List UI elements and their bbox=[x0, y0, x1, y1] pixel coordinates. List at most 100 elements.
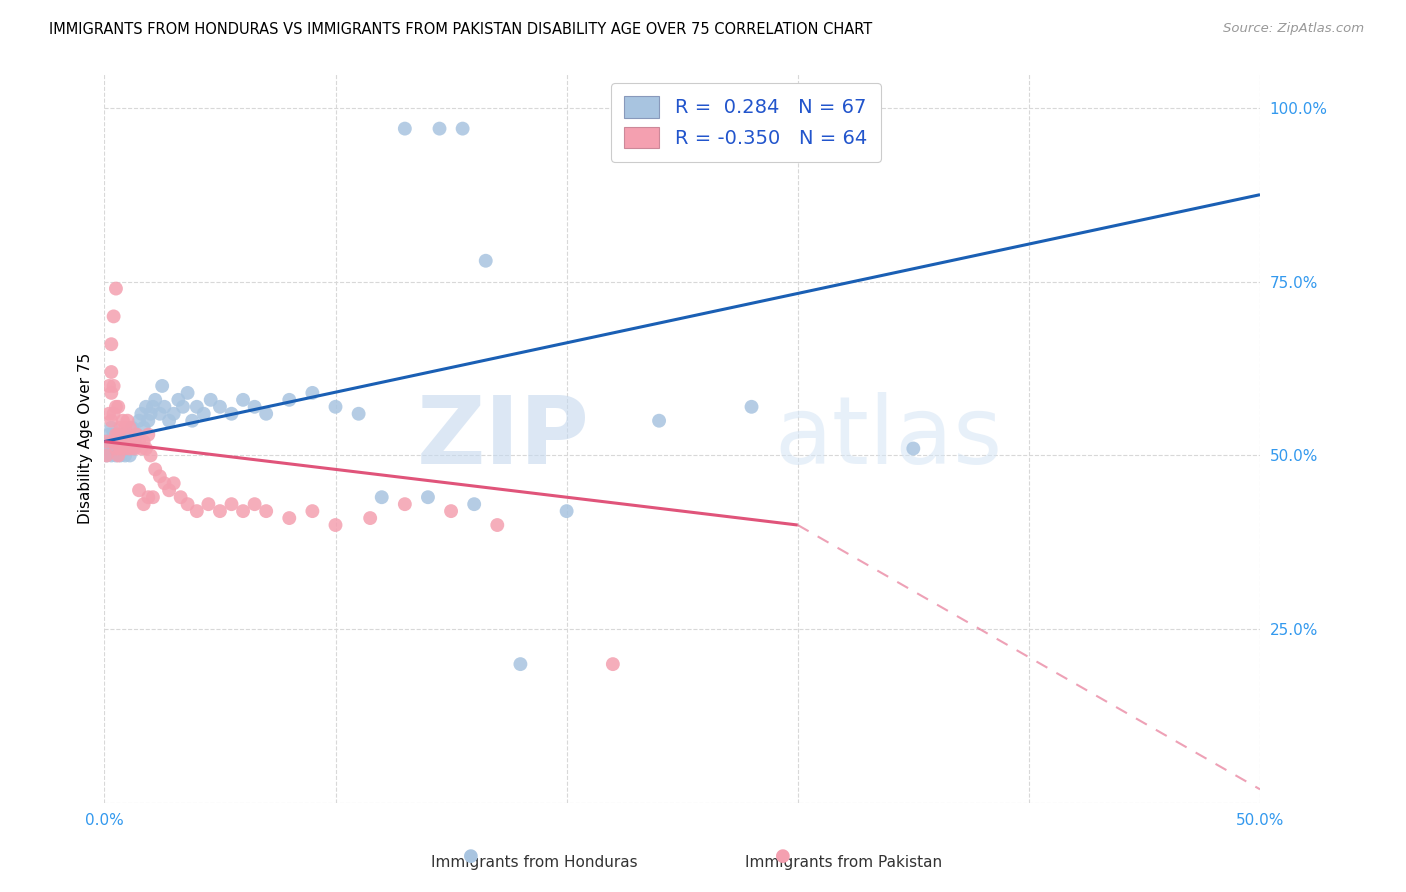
Point bbox=[107, 442, 129, 456]
Point bbox=[221, 407, 243, 421]
Point bbox=[429, 121, 451, 136]
Point bbox=[157, 414, 180, 428]
Point bbox=[371, 490, 394, 504]
Point bbox=[208, 400, 231, 414]
Point bbox=[149, 407, 172, 421]
Point bbox=[143, 462, 166, 476]
Point bbox=[555, 504, 578, 518]
Point bbox=[128, 434, 150, 449]
Point bbox=[107, 400, 129, 414]
Point bbox=[98, 379, 121, 393]
Point bbox=[451, 121, 474, 136]
Text: atlas: atlas bbox=[775, 392, 1002, 484]
Point bbox=[110, 420, 132, 434]
Point bbox=[117, 414, 139, 428]
Point bbox=[125, 427, 148, 442]
Point bbox=[100, 337, 122, 351]
Y-axis label: Disability Age Over 75: Disability Age Over 75 bbox=[79, 352, 93, 524]
Point bbox=[111, 442, 134, 456]
Text: Immigrants from Pakistan: Immigrants from Pakistan bbox=[745, 855, 942, 870]
Point bbox=[440, 504, 463, 518]
Point bbox=[111, 427, 134, 442]
Point bbox=[149, 469, 172, 483]
Point bbox=[103, 442, 125, 456]
Point bbox=[232, 504, 254, 518]
Text: Source: ZipAtlas.com: Source: ZipAtlas.com bbox=[1223, 22, 1364, 36]
Point bbox=[143, 392, 166, 407]
Point bbox=[118, 420, 141, 434]
Point bbox=[132, 434, 155, 449]
Point bbox=[104, 282, 127, 296]
Point bbox=[394, 497, 416, 511]
Point bbox=[117, 427, 139, 442]
Text: ZIP: ZIP bbox=[416, 392, 589, 484]
Point bbox=[110, 449, 132, 463]
Point bbox=[359, 511, 381, 525]
Point bbox=[648, 414, 671, 428]
Legend: R =  0.284   N = 67, R = -0.350   N = 64: R = 0.284 N = 67, R = -0.350 N = 64 bbox=[610, 83, 880, 162]
Point bbox=[104, 400, 127, 414]
Point bbox=[243, 497, 266, 511]
Point bbox=[142, 490, 165, 504]
Point bbox=[100, 385, 122, 400]
Point bbox=[157, 483, 180, 498]
Point bbox=[114, 449, 136, 463]
Point bbox=[176, 385, 198, 400]
Point bbox=[118, 449, 141, 463]
Point bbox=[110, 442, 132, 456]
Point bbox=[474, 253, 496, 268]
Point bbox=[416, 490, 439, 504]
Point bbox=[125, 427, 148, 442]
Point bbox=[186, 400, 208, 414]
Point bbox=[117, 442, 139, 456]
Point bbox=[104, 442, 127, 456]
Point bbox=[104, 434, 127, 449]
Point bbox=[135, 400, 157, 414]
Point bbox=[114, 420, 136, 434]
Point bbox=[278, 511, 301, 525]
Point bbox=[153, 400, 176, 414]
Point bbox=[243, 400, 266, 414]
Point bbox=[135, 442, 157, 456]
Point bbox=[200, 392, 222, 407]
Point bbox=[347, 407, 370, 421]
Point bbox=[208, 504, 231, 518]
Point bbox=[128, 414, 150, 428]
Point bbox=[169, 490, 191, 504]
Point bbox=[142, 400, 165, 414]
Point bbox=[110, 434, 132, 449]
Point bbox=[104, 427, 127, 442]
Point bbox=[98, 427, 121, 442]
Point bbox=[163, 476, 186, 491]
Point bbox=[132, 497, 155, 511]
Point bbox=[100, 449, 122, 463]
Point bbox=[254, 504, 277, 518]
Point bbox=[325, 518, 347, 533]
Point bbox=[131, 442, 153, 456]
Point bbox=[132, 420, 155, 434]
Point bbox=[96, 434, 118, 449]
Point bbox=[104, 449, 127, 463]
Point bbox=[136, 427, 159, 442]
Point bbox=[107, 427, 129, 442]
Point bbox=[741, 400, 763, 414]
Point bbox=[193, 407, 215, 421]
Point bbox=[394, 121, 416, 136]
Text: ●: ● bbox=[775, 847, 792, 865]
Point bbox=[100, 365, 122, 379]
Point bbox=[232, 392, 254, 407]
Point bbox=[186, 504, 208, 518]
Point bbox=[176, 497, 198, 511]
Point bbox=[114, 434, 136, 449]
Point bbox=[136, 490, 159, 504]
Point bbox=[111, 434, 134, 449]
Point bbox=[167, 392, 190, 407]
Point bbox=[139, 449, 162, 463]
Point bbox=[117, 434, 139, 449]
Point bbox=[221, 497, 243, 511]
Point bbox=[98, 442, 121, 456]
Text: IMMIGRANTS FROM HONDURAS VS IMMIGRANTS FROM PAKISTAN DISABILITY AGE OVER 75 CORR: IMMIGRANTS FROM HONDURAS VS IMMIGRANTS F… bbox=[49, 22, 873, 37]
Point bbox=[197, 497, 219, 511]
Point bbox=[121, 442, 143, 456]
Point bbox=[486, 518, 509, 533]
